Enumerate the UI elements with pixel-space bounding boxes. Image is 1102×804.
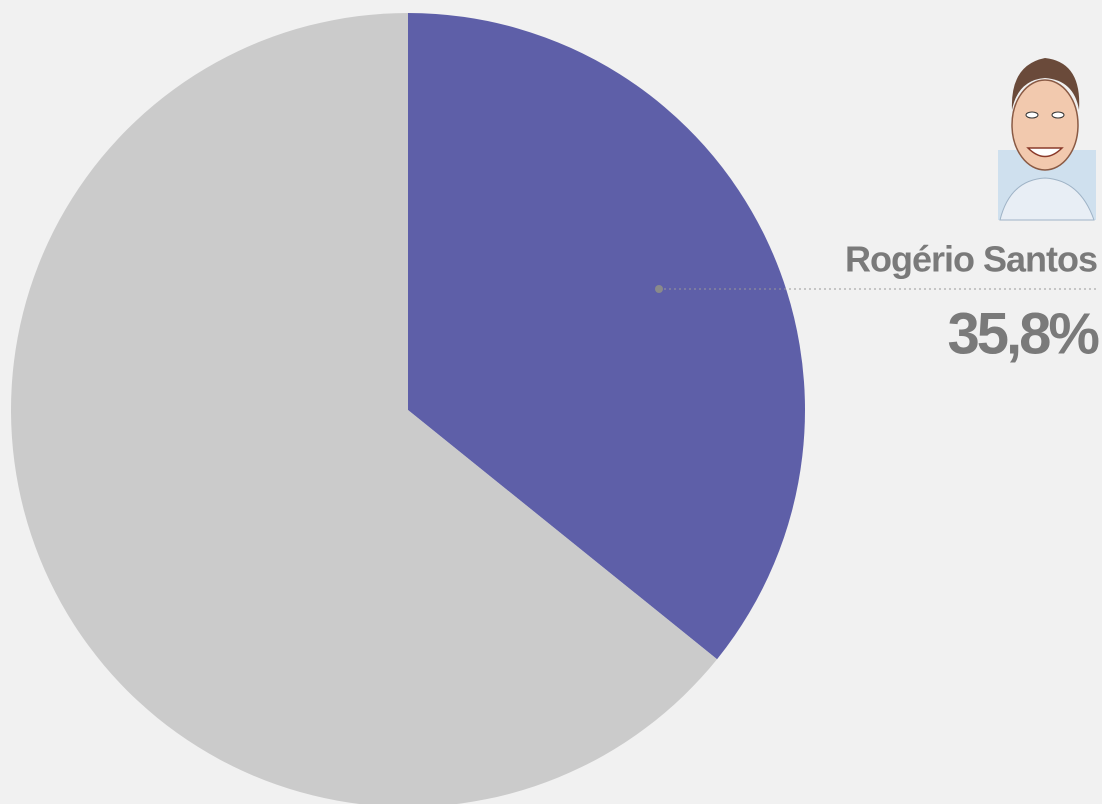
pie-slice — [11, 13, 718, 804]
pie-slice — [408, 13, 805, 660]
slice-name: Rogério Santos — [845, 239, 1097, 280]
portrait — [998, 58, 1096, 221]
value-label: 35,8% — [948, 301, 1100, 366]
leader-dot — [655, 285, 663, 293]
